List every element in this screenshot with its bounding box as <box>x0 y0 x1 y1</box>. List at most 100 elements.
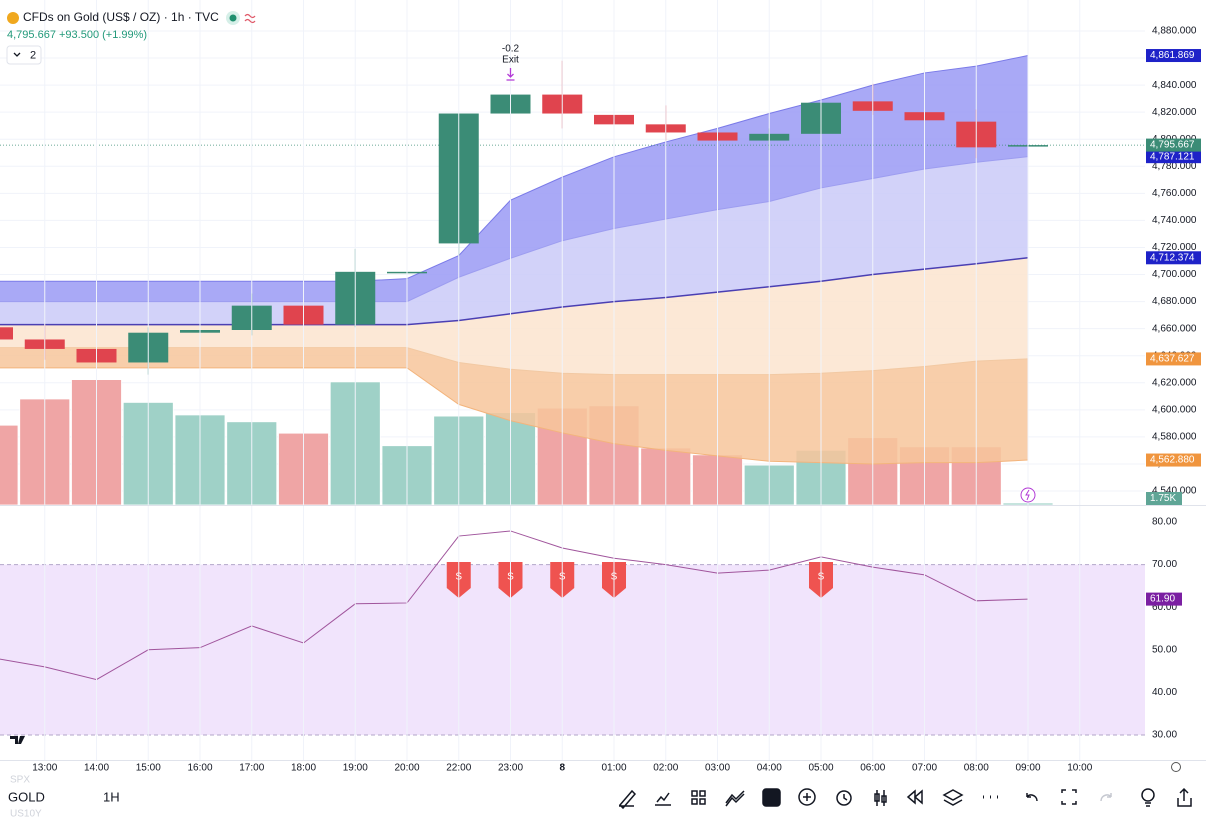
x-tick-label: 20:00 <box>394 763 419 774</box>
undo-tool[interactable] <box>1026 793 1038 802</box>
watch-symbol[interactable]: US10Y <box>10 809 42 820</box>
x-tick-label: 8 <box>559 763 565 774</box>
symbol-title: CFDs on Gold (US$ / OZ) · 1h · TVC <box>23 10 219 24</box>
add-tool[interactable] <box>798 788 816 806</box>
ideas-tool[interactable] <box>1141 788 1155 802</box>
y-tick-label: 4,740.000 <box>1152 215 1197 226</box>
redo-tool[interactable] <box>1100 793 1112 802</box>
x-tick-label: 04:00 <box>757 763 782 774</box>
replay-tool[interactable] <box>906 789 923 805</box>
fullscreen-tool[interactable] <box>1061 789 1077 805</box>
rsi-tick-label: 40.00 <box>1152 687 1177 698</box>
x-tick-label: 19:00 <box>343 763 368 774</box>
x-tick-label: 17:00 <box>239 763 264 774</box>
alert-bolt <box>1025 489 1030 501</box>
volume-bar <box>0 424 19 505</box>
market-open-dot <box>229 14 237 22</box>
x-tick-label: 02:00 <box>653 763 678 774</box>
x-tick-label: 22:00 <box>446 763 471 774</box>
candle-body <box>0 327 13 340</box>
indicators-tool[interactable] <box>655 792 671 806</box>
chart-layer: SSSSS-0.2Exit4,880.0004,860.0004,840.000… <box>0 0 1201 774</box>
rsi-tick-label: 80.00 <box>1152 517 1177 528</box>
y-tick-label: 4,820.000 <box>1152 107 1197 118</box>
band-fill <box>0 156 1028 325</box>
x-tick-label: 13:00 <box>32 763 57 774</box>
x-tick-label: 01:00 <box>601 763 626 774</box>
x-tick-label: 08:00 <box>964 763 989 774</box>
price-badge <box>1146 453 1201 467</box>
toolbar-interval[interactable]: 1H <box>103 789 120 804</box>
layers-tool[interactable] <box>942 789 964 806</box>
last-price: 4,795.667 <box>7 29 56 41</box>
trend-tool[interactable] <box>725 790 745 807</box>
brush-tool[interactable] <box>618 789 637 810</box>
tv-logo <box>10 736 25 744</box>
y-tick-label: 4,580.000 <box>1152 432 1197 443</box>
price-badge-label: 4,712.374 <box>1150 252 1195 263</box>
symbol-icon <box>7 12 19 24</box>
toolbar-icons <box>618 787 1192 810</box>
rsi-pane: SSSSS <box>0 530 1145 736</box>
band-fill <box>0 55 1028 302</box>
rsi-badge <box>1146 592 1182 606</box>
price-badge <box>1146 138 1201 152</box>
rsi-tick-label: 50.00 <box>1152 644 1177 655</box>
rsi-band <box>0 564 1145 735</box>
price-badge-label: 4,787.121 <box>1150 151 1195 162</box>
y-tick-label: 4,680.000 <box>1152 296 1197 307</box>
price-badge-label: 4,637.627 <box>1150 354 1195 365</box>
volume-badge <box>1146 492 1182 505</box>
y-tick-label: 4,760.000 <box>1152 188 1197 199</box>
annotation-value: -0.2 <box>502 44 520 55</box>
y-tick-label: 4,600.000 <box>1152 404 1197 415</box>
y-tick-label: 4,720.000 <box>1152 242 1197 253</box>
indicator-toggle[interactable] <box>6 45 42 65</box>
y-tick-label: 4,540.000 <box>1152 486 1197 497</box>
volume-badge-label: 1.75K <box>1150 493 1176 504</box>
share-tool[interactable] <box>1177 787 1192 807</box>
indicator-count: 2 <box>30 49 36 61</box>
candles-tool[interactable] <box>874 790 887 806</box>
x-tick-label: 07:00 <box>912 763 937 774</box>
x-tick-label: 15:00 <box>136 763 161 774</box>
settings-icon[interactable] <box>1171 762 1181 772</box>
rsi-tick-label: 60.00 <box>1152 602 1177 613</box>
x-tick-label: 05:00 <box>808 763 833 774</box>
toolbar-symbol[interactable]: GOLD <box>8 789 45 804</box>
x-tick-label: 14:00 <box>84 763 109 774</box>
y-tick-label: 4,620.000 <box>1152 377 1197 388</box>
rsi-tick-label: 30.00 <box>1152 730 1177 741</box>
rsi-badge-label: 61.90 <box>1150 594 1175 605</box>
price-change: +93.500 (+1.99%) <box>59 29 147 41</box>
annotation-label: Exit <box>502 55 519 66</box>
watch-symbol[interactable]: SPX <box>10 775 30 786</box>
price-badge <box>1146 251 1201 265</box>
y-tick-label: 4,880.000 <box>1152 26 1197 37</box>
alert-tool[interactable] <box>836 790 852 806</box>
exit-arrow <box>506 68 515 81</box>
price-badge-label: 4,562.880 <box>1150 455 1195 466</box>
x-tick-label: 09:00 <box>1015 763 1040 774</box>
templates-tool[interactable] <box>691 790 706 805</box>
x-tick-label: 23:00 <box>498 763 523 774</box>
y-tick-label: 4,840.000 <box>1152 80 1197 91</box>
x-tick-label: 03:00 <box>705 763 730 774</box>
x-tick-label: 16:00 <box>187 763 212 774</box>
price-badge <box>1146 352 1201 366</box>
y-tick-label: 4,780.000 <box>1152 161 1197 172</box>
price-badge <box>1146 150 1201 164</box>
price-badge <box>1146 49 1201 63</box>
price-badge-label: 4,861.869 <box>1150 50 1195 61</box>
x-tick-label: 18:00 <box>291 763 316 774</box>
chevron-icon <box>13 52 21 57</box>
delay-icon <box>244 13 256 24</box>
y-tick-label: 4,660.000 <box>1152 323 1197 334</box>
x-tick-label: 10:00 <box>1067 763 1092 774</box>
rsi-tick-label: 70.00 <box>1152 559 1177 570</box>
x-tick-label: 06:00 <box>860 763 885 774</box>
y-tick-label: 4,700.000 <box>1152 269 1197 280</box>
band-fill <box>0 347 1028 464</box>
dice-tool[interactable] <box>762 788 781 807</box>
